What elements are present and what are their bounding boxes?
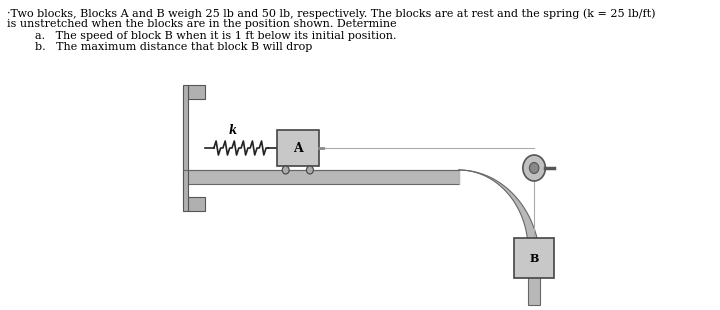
Circle shape bbox=[529, 162, 539, 174]
Circle shape bbox=[307, 166, 313, 174]
Polygon shape bbox=[459, 170, 540, 264]
Polygon shape bbox=[183, 85, 188, 211]
Polygon shape bbox=[528, 250, 540, 305]
Text: B: B bbox=[529, 253, 539, 264]
Circle shape bbox=[282, 166, 289, 174]
Polygon shape bbox=[188, 85, 205, 99]
Bar bbox=[514, 238, 554, 278]
Circle shape bbox=[523, 155, 545, 181]
Text: ·Two blocks, Blocks A and B weigh 25 lb and 50 lb, respectively. The blocks are : ·Two blocks, Blocks A and B weigh 25 lb … bbox=[7, 8, 655, 19]
Text: b.   The maximum distance that block B will drop: b. The maximum distance that block B wil… bbox=[35, 42, 312, 52]
Bar bbox=[277, 130, 318, 166]
Polygon shape bbox=[183, 170, 459, 184]
Polygon shape bbox=[188, 197, 205, 211]
Text: A: A bbox=[293, 141, 302, 154]
Text: k: k bbox=[228, 125, 236, 138]
Text: is unstretched when the blocks are in the position shown. Determine: is unstretched when the blocks are in th… bbox=[7, 19, 397, 29]
Text: a.   The speed of block B when it is 1 ft below its initial position.: a. The speed of block B when it is 1 ft … bbox=[35, 31, 396, 41]
